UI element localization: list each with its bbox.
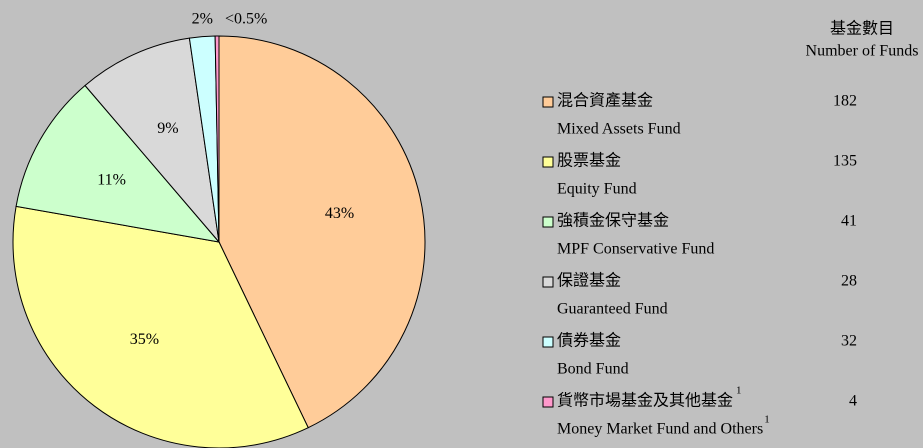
- footnote-mark: 1: [736, 385, 742, 397]
- pie-slice: [218, 35, 426, 429]
- footnote-mark: 1: [764, 414, 770, 426]
- pie-slice: [84, 37, 220, 244]
- legend-label: 保證基金: [557, 272, 621, 290]
- slice-label: 2%: [192, 11, 213, 28]
- legend-label-en: Mixed Assets Fund: [557, 121, 681, 138]
- legend-swatch: [542, 276, 554, 288]
- fund-count: 135: [833, 153, 857, 170]
- fund-count: 32: [841, 333, 857, 350]
- pie-slice: [12, 205, 309, 448]
- fund-count: 41: [841, 213, 857, 230]
- legend-label: 貨幣市場基金及其他基金: [557, 392, 733, 410]
- legend-title-en: Number of Funds: [806, 43, 919, 60]
- slice-label: 9%: [157, 120, 178, 137]
- fund-count: 28: [841, 273, 857, 290]
- slice-label: 35%: [130, 331, 159, 348]
- legend-title: 基金數目: [830, 20, 894, 38]
- legend-label: 債券基金: [557, 332, 621, 350]
- legend-label: 混合資產基金: [557, 92, 653, 110]
- slice-label: 43%: [325, 205, 354, 222]
- legend-swatch: [542, 396, 554, 408]
- legend-swatch: [542, 96, 554, 108]
- legend-label: 強積金保守基金: [557, 212, 669, 230]
- legend-swatch: [542, 336, 554, 348]
- legend-label-en: MPF Conservative Fund: [557, 241, 714, 258]
- legend-swatch: [542, 156, 554, 168]
- fund-count: 4: [849, 393, 857, 410]
- legend-label-en: Equity Fund: [557, 181, 637, 198]
- legend-swatch: [542, 216, 554, 228]
- legend-label-en: Guaranteed Fund: [557, 301, 668, 318]
- fund-count: 182: [833, 93, 857, 110]
- slice-label: <0.5%: [225, 11, 267, 28]
- legend-label-en: Money Market Fund and Others: [557, 421, 763, 438]
- legend-label-en: Bond Fund: [557, 361, 629, 378]
- legend-label: 股票基金: [557, 152, 621, 170]
- pie-slice: [214, 35, 220, 243]
- pie-slice: [15, 84, 221, 243]
- slice-label: 11%: [97, 171, 126, 188]
